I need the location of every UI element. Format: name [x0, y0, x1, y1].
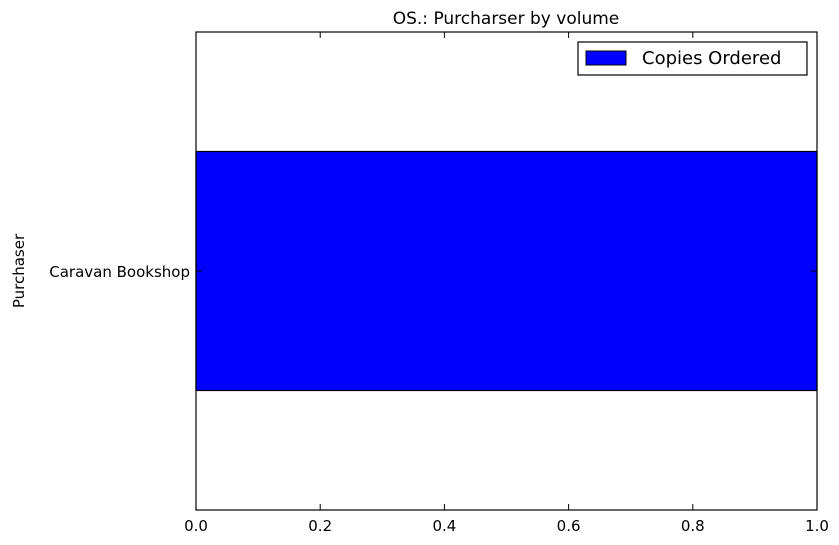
ticks-layer: Caravan Bookshop 0.0 0.2 0.4 0.6 0.8 1.0: [49, 32, 829, 535]
x-tick-label: 0.0: [184, 517, 208, 535]
x-tick-label: 0.8: [681, 517, 705, 535]
x-tick-label: 1.0: [805, 517, 829, 535]
bars-layer: [195, 150, 818, 392]
bar: [195, 150, 818, 392]
legend-label: Copies Ordered: [642, 48, 781, 69]
y-tick-label: Caravan Bookshop: [49, 263, 190, 281]
x-tick-label: 0.4: [432, 517, 456, 535]
x-tick-label: 0.2: [308, 517, 332, 535]
legend: Copies Ordered: [577, 41, 808, 76]
chart-title: OS.: Purcharser by volume: [393, 9, 620, 29]
legend-swatch: [585, 50, 627, 66]
y-axis-label: Purchaser: [10, 233, 28, 308]
x-tick-label: 0.6: [557, 517, 581, 535]
